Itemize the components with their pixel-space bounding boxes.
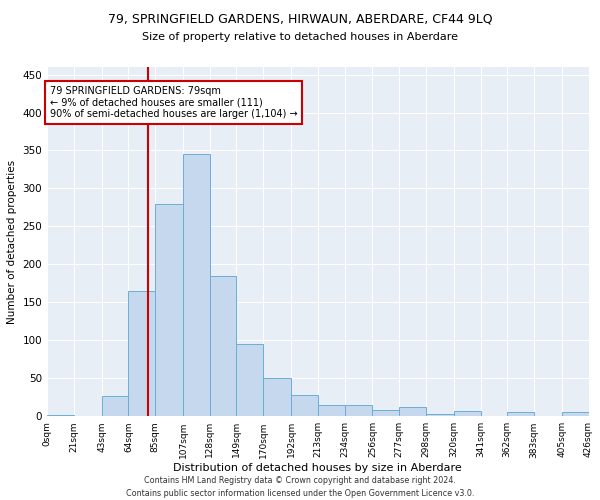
Text: Size of property relative to detached houses in Aberdare: Size of property relative to detached ho… [142, 32, 458, 42]
Bar [291, 395, 318, 416]
Text: Contains HM Land Registry data © Crown copyright and database right 2024.
Contai: Contains HM Land Registry data © Crown c… [126, 476, 474, 498]
Text: 79 SPRINGFIELD GARDENS: 79sqm
← 9% of detached houses are smaller (111)
90% of s: 79 SPRINGFIELD GARDENS: 79sqm ← 9% of de… [50, 86, 297, 119]
Bar [562, 412, 589, 416]
Bar [344, 405, 373, 416]
Bar [454, 411, 481, 416]
Bar [263, 378, 291, 416]
Bar [128, 291, 155, 416]
Bar [102, 396, 128, 416]
Bar [426, 414, 454, 416]
Bar [47, 414, 74, 416]
Bar [236, 344, 263, 416]
Bar [210, 276, 236, 416]
Bar [507, 412, 534, 416]
Bar [183, 154, 210, 416]
Bar [318, 405, 344, 416]
Text: 79, SPRINGFIELD GARDENS, HIRWAUN, ABERDARE, CF44 9LQ: 79, SPRINGFIELD GARDENS, HIRWAUN, ABERDA… [107, 12, 493, 26]
Bar [399, 407, 426, 416]
Bar [155, 204, 183, 416]
Bar [373, 410, 399, 416]
X-axis label: Distribution of detached houses by size in Aberdare: Distribution of detached houses by size … [173, 463, 462, 473]
Y-axis label: Number of detached properties: Number of detached properties [7, 160, 17, 324]
